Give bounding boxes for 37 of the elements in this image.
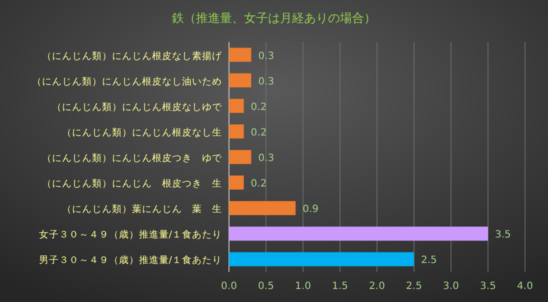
bar: [229, 98, 244, 113]
chart-title: 鉄（推進量、女子は月経ありの場合）: [172, 11, 376, 25]
data-label: 0.2: [250, 178, 267, 190]
bar: [229, 124, 244, 138]
bar: [229, 73, 252, 88]
x-tick-label: 4.0: [517, 281, 533, 292]
bar: [229, 150, 252, 164]
data-label: 0.9: [302, 204, 319, 216]
x-tick-label: 3.5: [480, 281, 496, 292]
data-label: 3.5: [495, 230, 511, 241]
y-tick-label: （にんじん類）にんじん根皮なし生: [62, 126, 222, 138]
y-tick-label: （にんじん類）にんじん根皮なしゆで: [52, 100, 223, 113]
bar: [229, 48, 252, 62]
y-tick-label: 男子３０～４９（歳）推進量/１食あたり: [38, 254, 222, 266]
x-tick-label: 0.0: [221, 281, 237, 292]
x-tick-label: 3.0: [443, 281, 459, 292]
y-tick-label: （にんじん類）にんじん根皮つき ゆで: [42, 152, 223, 164]
y-tick-label: 女子３０～４９（歳）推進量/１食あたり: [38, 228, 222, 241]
y-tick-label: （にんじん類）にんじん 根皮つき 生: [42, 178, 222, 190]
y-tick-label: （にんじん類）にんじん根皮なし素揚げ: [42, 50, 223, 62]
x-tick-label: 1.0: [295, 281, 311, 292]
bar: [229, 252, 414, 266]
x-tick-label: 0.5: [258, 281, 274, 292]
bar: [229, 201, 296, 216]
data-label: 0.3: [258, 76, 274, 88]
x-tick-label: 2.0: [369, 281, 385, 292]
x-tick-label: 2.5: [406, 281, 422, 292]
y-tick-label: （にんじん類）にんじん根皮なし油いため: [32, 75, 222, 88]
data-label: 2.5: [421, 255, 437, 266]
data-label: 0.3: [258, 50, 274, 62]
data-label: 0.2: [250, 127, 267, 138]
data-label: 0.3: [258, 153, 274, 164]
bar: [229, 176, 244, 190]
data-label: 0.2: [250, 102, 267, 113]
x-tick-label: 1.5: [332, 281, 348, 292]
y-tick-label: （にんじん類）葉にんじん 葉 生: [62, 203, 222, 216]
bar: [229, 226, 488, 241]
